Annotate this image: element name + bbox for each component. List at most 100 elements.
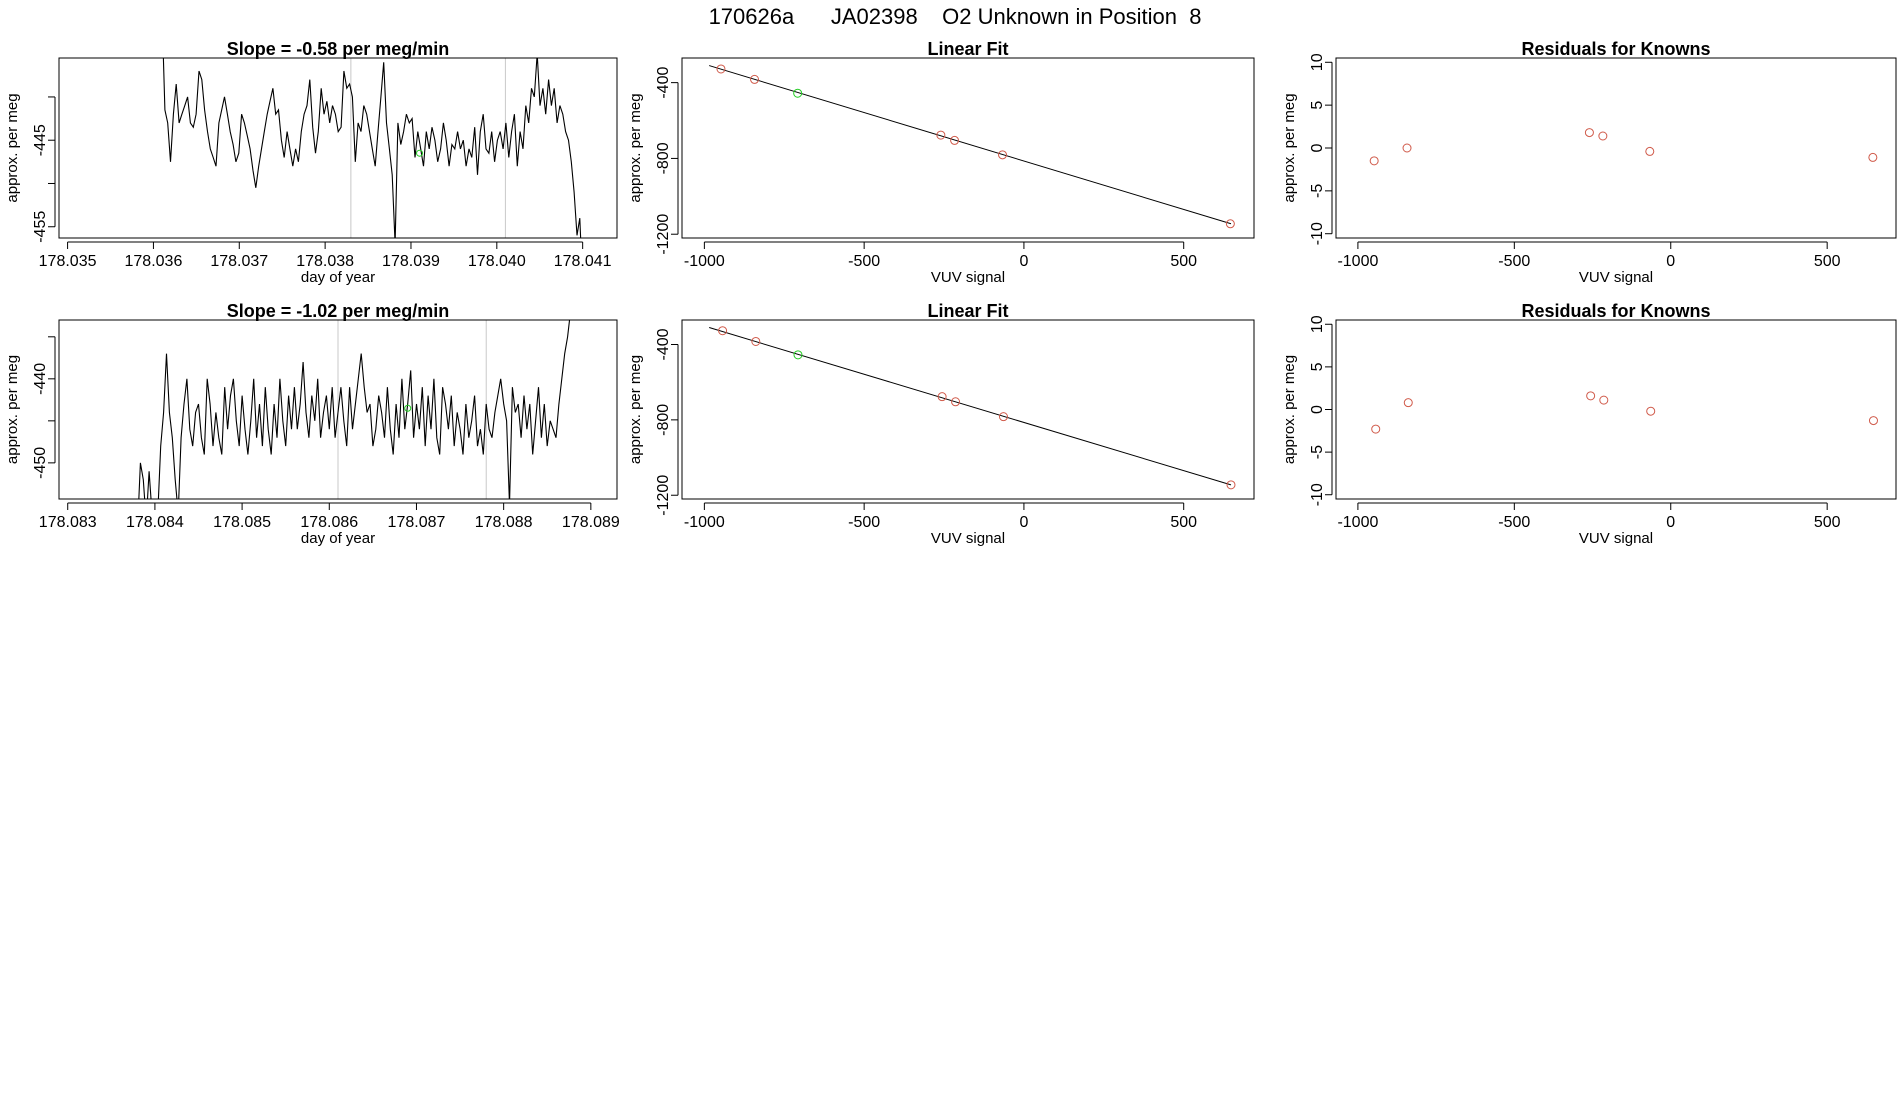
chart-title: Residuals for Knowns [1521,301,1710,321]
known-point [1868,152,1878,162]
known-point [751,336,761,346]
y-tick-label: 10 [1309,315,1326,333]
chart-panel-2: Linear Fit -1000 -500 0 500 VUV signal -400 -80… [627,39,1255,286]
known-point [1598,131,1608,141]
chart-panel-1: Slope = -0.58 per meg/min 178.035 178.036 1… [4,39,618,286]
x-tick-label: 0 [1666,253,1675,270]
x-axis-label: VUV signal [931,269,1005,286]
x-tick-label: -1000 [684,253,725,270]
y-tick-label: -400 [655,328,672,360]
y-tick-label: -800 [655,404,672,436]
known-point [1226,480,1236,490]
y-tick-label: 0 [1309,143,1326,152]
y-tick-label: -450 [32,447,49,479]
x-tick-label: 178.086 [300,514,358,531]
known-point [1369,156,1379,166]
x-axis-label: VUV signal [1579,530,1653,547]
data-series-line [162,58,582,238]
y-axis-label: approx. per meg [1281,93,1298,202]
chart-panel-5: Linear Fit -1000 -500 0 500 VUV signal -400 -80… [627,301,1255,547]
x-tick-label: 500 [1814,253,1841,270]
x-tick-label: -1000 [1337,514,1378,531]
chart-title: Slope = -1.02 per meg/min [227,301,450,321]
x-axis-label: day of year [301,530,375,547]
y-axis-label: approx. per meg [627,93,644,202]
chart-panel-6: Residuals for Knowns -1000 -500 0 500 VUV sig… [1281,301,1897,547]
x-tick-label: -500 [848,253,880,270]
known-point [1371,424,1381,434]
chart-title: Slope = -0.58 per meg/min [227,39,450,59]
known-point [718,326,728,336]
y-axis-label: approx. per meg [1281,355,1298,464]
y-tick-label: -455 [32,211,49,243]
x-tick-label: -500 [1498,253,1530,270]
y-tick-label: -440 [32,363,49,395]
x-axis-label: VUV signal [1579,269,1653,286]
x-tick-label: -1000 [684,514,725,531]
unknown-mean-marker [416,149,424,157]
known-point [936,130,946,140]
known-point [750,74,760,84]
x-tick-label: 178.040 [468,253,526,270]
chart-panel-3: Residuals for Knowns -1000 -500 0 500 VUV sig… [1281,39,1897,286]
x-tick-label: 178.087 [388,514,446,531]
y-tick-label: -445 [32,124,49,156]
fit-line [709,65,1232,225]
unknown-mean-marker [404,404,412,412]
x-tick-label: 178.088 [475,514,533,531]
plot-frame [681,57,1255,239]
known-point [1599,395,1609,405]
known-point [937,392,947,402]
x-tick-label: 178.089 [562,514,620,531]
known-point [1646,406,1656,416]
x-axis-label: VUV signal [931,530,1005,547]
known-point [998,412,1008,422]
x-tick-label: 178.039 [382,253,440,270]
x-tick-label: 178.084 [126,514,184,531]
x-tick-label: 500 [1814,514,1841,531]
y-tick-label: 5 [1309,101,1326,110]
plot-frame [58,319,618,500]
known-point [1868,416,1878,426]
plot-frame [58,57,618,239]
y-tick-label: -400 [655,67,672,99]
y-tick-label: -10 [1309,483,1326,506]
x-tick-label: -500 [848,514,880,531]
data-series-line [138,320,571,499]
unknown-point [793,350,803,360]
x-tick-label: 500 [1170,253,1197,270]
y-tick-label: 0 [1309,405,1326,414]
x-axis-label: day of year [301,269,375,286]
known-point [950,135,960,145]
x-tick-label: 0 [1019,514,1028,531]
plot-frame [681,319,1255,500]
y-tick-label: 10 [1309,53,1326,71]
y-tick-label: -5 [1309,184,1326,198]
plot-frame [1335,57,1897,239]
known-point [1586,391,1596,401]
y-axis-label: approx. per meg [4,355,21,464]
known-point [1402,143,1412,153]
known-point [716,64,726,74]
page-title: 170626a JA02398 O2 Unknown in Position 8 [709,4,1202,29]
plot-frame [1335,319,1897,500]
x-tick-label: -500 [1498,514,1530,531]
x-tick-label: -1000 [1337,253,1378,270]
known-point [1645,146,1655,156]
chart-title: Linear Fit [927,301,1008,321]
x-tick-label: 178.083 [39,514,97,531]
chart-panel-4: Slope = -1.02 per meg/min 178.083 178.084 1… [4,301,620,547]
y-tick-label: -1200 [655,475,672,516]
known-point [951,397,961,407]
known-point [998,150,1008,160]
chart-title: Residuals for Knowns [1521,39,1710,59]
x-tick-label: 178.085 [213,514,271,531]
known-point [1403,398,1413,408]
x-tick-label: 500 [1170,514,1197,531]
y-tick-label: 5 [1309,362,1326,371]
x-tick-label: 178.038 [296,253,354,270]
y-axis-label: approx. per meg [627,355,644,464]
y-tick-label: -10 [1309,222,1326,245]
x-tick-label: 178.037 [210,253,268,270]
